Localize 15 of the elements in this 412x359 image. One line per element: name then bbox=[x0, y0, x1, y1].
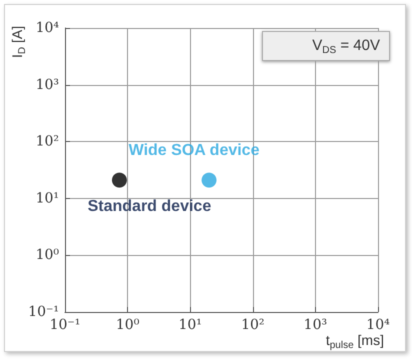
x-tick-label: 10⁻¹ bbox=[50, 317, 80, 333]
x-tick-label: 10⁰ bbox=[116, 317, 140, 333]
x-axis-title: t$_{pulse}$ [ms] bbox=[326, 332, 384, 351]
y-tick-label: 10¹ bbox=[36, 190, 59, 206]
x-tick-label: 10³ bbox=[304, 317, 328, 333]
y-tick-label: 10⁻¹ bbox=[28, 304, 59, 320]
series-label: Standard device bbox=[88, 198, 212, 216]
y-tick-label: 10⁴ bbox=[36, 20, 60, 36]
y-tick-label: 10⁰ bbox=[36, 247, 60, 264]
y-tick-label: 10² bbox=[36, 134, 59, 150]
annotation: V$_{DS}$ = 40V bbox=[312, 36, 380, 58]
x-tick-label: 10⁴ bbox=[366, 317, 390, 333]
y-tick-label: 10³ bbox=[36, 76, 59, 93]
x-tick-label: 10¹ bbox=[178, 317, 202, 333]
x-tick-label: 10² bbox=[241, 317, 265, 333]
